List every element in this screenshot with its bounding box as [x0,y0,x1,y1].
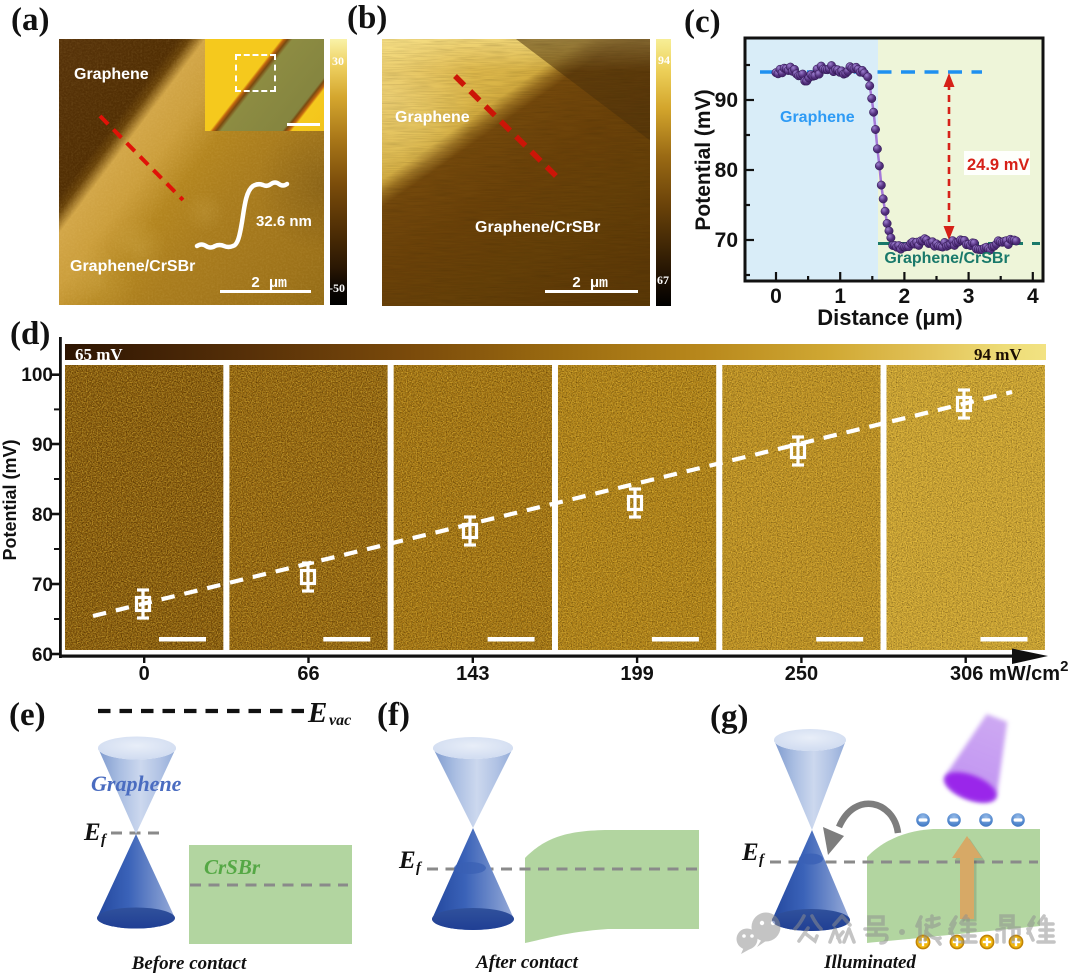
svg-text:E: E [307,697,327,729]
svg-text:24.9 mV: 24.9 mV [967,156,1029,174]
svg-text:E: E [741,839,759,866]
svg-text:Graphene: Graphene [780,109,855,126]
svg-text:199: 199 [620,663,653,685]
svg-text:1: 1 [834,285,846,308]
svg-text:0: 0 [139,663,150,685]
svg-text:Before contact: Before contact [131,953,247,974]
svg-text:0: 0 [770,285,782,308]
svg-text:90: 90 [715,89,738,112]
svg-text:CrSBr: CrSBr [204,855,261,879]
svg-text:250: 250 [785,663,818,685]
svg-text:70: 70 [715,229,738,252]
svg-text:2: 2 [899,285,911,308]
svg-text:Distance (μm): Distance (μm) [817,305,963,330]
svg-text:60: 60 [32,645,53,666]
svg-text:After contact: After contact [475,952,579,973]
svg-text:Graphene/CrSBr: Graphene/CrSBr [884,250,1009,267]
svg-text:3: 3 [963,285,975,308]
svg-text:E: E [83,819,101,846]
svg-text:100: 100 [21,365,53,386]
svg-text:306 mW/cm2: 306 mW/cm2 [950,658,1068,685]
svg-text:E: E [398,847,416,874]
svg-text:4: 4 [1027,285,1039,308]
svg-text:143: 143 [456,663,489,685]
svg-text:80: 80 [32,505,53,526]
svg-text:Potential (mV): Potential (mV) [0,439,20,560]
svg-text:Illuminated: Illuminated [823,952,916,973]
svg-text:80: 80 [715,159,738,182]
svg-text:f: f [101,832,108,848]
svg-text:70: 70 [32,575,53,596]
svg-text:f: f [416,860,423,876]
svg-text:66: 66 [297,663,319,685]
svg-text:90: 90 [32,435,53,456]
svg-text:Potential (mV): Potential (mV) [692,89,715,230]
svg-text:vac: vac [329,712,351,729]
svg-text:Graphene: Graphene [91,771,182,796]
svg-text:f: f [759,852,766,868]
